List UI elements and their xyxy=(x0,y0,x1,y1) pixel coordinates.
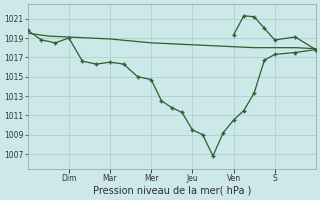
X-axis label: Pression niveau de la mer( hPa ): Pression niveau de la mer( hPa ) xyxy=(92,186,251,196)
